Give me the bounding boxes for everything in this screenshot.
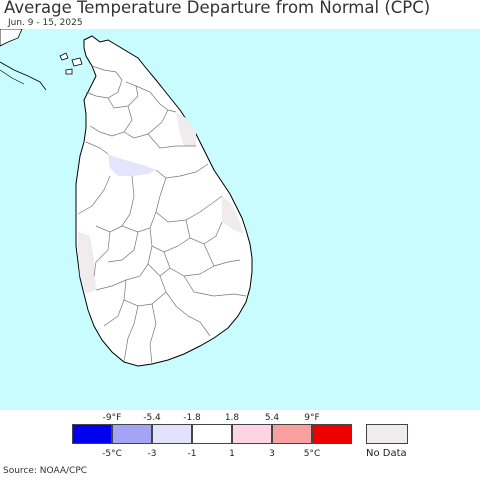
legend-c-tick: 3 <box>269 449 275 459</box>
legend-f-tick: -1.8 <box>183 413 201 423</box>
no-data-region <box>78 232 96 294</box>
legend-f-tick: -5.4 <box>143 413 161 423</box>
legend-swatch <box>192 424 232 444</box>
legend-f-tick: 9°F <box>304 413 320 423</box>
legend-swatch <box>312 424 352 444</box>
legend-f-tick: -9°F <box>102 413 122 423</box>
island <box>65 68 73 75</box>
district-boundaries <box>77 65 247 365</box>
legend-f-tick: 1.8 <box>224 413 240 423</box>
no-data-swatch <box>366 424 408 444</box>
date-range: Jun. 9 - 15, 2025 <box>8 18 83 28</box>
india-coastline <box>0 29 23 47</box>
india-coast-strip-2 <box>0 69 25 85</box>
no-data-region <box>176 112 196 146</box>
legend-swatch <box>232 424 272 444</box>
india-coast-strip <box>0 61 47 91</box>
island <box>59 52 69 61</box>
sri-lanka-island <box>75 35 253 367</box>
legend-c-tick: 1 <box>229 449 235 459</box>
no-data-label: No Data <box>366 448 407 459</box>
legend-c-tick: -5°C <box>102 449 122 459</box>
legend-swatch <box>152 424 192 444</box>
legend-f-tick: 5.4 <box>264 413 280 423</box>
map-title: Average Temperature Departure from Norma… <box>4 0 431 17</box>
source-credit: Source: NOAA/CPC <box>3 466 88 476</box>
legend-swatch <box>72 424 112 444</box>
legend-swatch <box>112 424 152 444</box>
sri-lanka-map <box>0 29 480 410</box>
legend-c-tick: -3 <box>147 449 157 459</box>
no-data-region <box>222 196 244 234</box>
slight-cool-region <box>108 154 156 176</box>
island <box>71 57 83 67</box>
legend-c-tick: 5°C <box>303 449 321 459</box>
legend-swatch <box>272 424 312 444</box>
legend-c-tick: -1 <box>187 449 197 459</box>
